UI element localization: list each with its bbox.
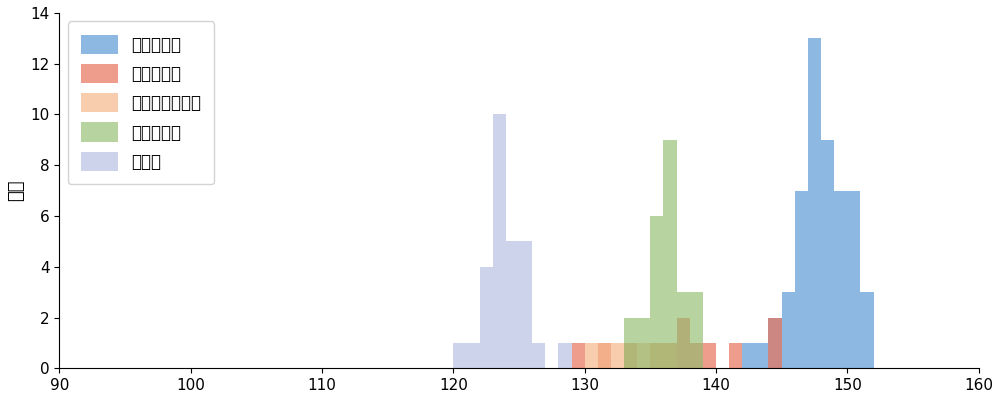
Bar <box>650 216 663 368</box>
Bar <box>834 191 847 368</box>
Bar <box>453 343 466 368</box>
Bar <box>650 343 663 368</box>
Bar <box>480 267 493 368</box>
Bar <box>821 140 834 368</box>
Y-axis label: 球数: 球数 <box>7 180 25 201</box>
Bar <box>768 318 782 368</box>
Bar <box>637 318 650 368</box>
Bar <box>637 343 650 368</box>
Bar <box>677 292 690 368</box>
Legend: ストレート, スプリット, チェンジアップ, スライダー, カーブ: ストレート, スプリット, チェンジアップ, スライダー, カーブ <box>68 21 214 184</box>
Bar <box>519 242 532 368</box>
Bar <box>624 343 637 368</box>
Bar <box>755 343 768 368</box>
Bar <box>795 191 808 368</box>
Bar <box>598 343 611 368</box>
Bar <box>506 242 519 368</box>
Bar <box>860 292 874 368</box>
Bar <box>677 318 690 368</box>
Bar <box>808 38 821 368</box>
Bar <box>729 343 742 368</box>
Bar <box>558 343 572 368</box>
Bar <box>690 343 703 368</box>
Bar <box>532 343 545 368</box>
Bar <box>663 343 677 368</box>
Bar <box>782 292 795 368</box>
Bar <box>572 343 585 368</box>
Bar <box>624 318 637 368</box>
Bar <box>663 140 677 368</box>
Bar <box>663 343 677 368</box>
Bar <box>847 191 860 368</box>
Bar <box>690 292 703 368</box>
Bar <box>768 318 782 368</box>
Bar <box>585 343 598 368</box>
Bar <box>703 343 716 368</box>
Bar <box>611 343 624 368</box>
Bar <box>466 343 480 368</box>
Bar <box>493 114 506 368</box>
Bar <box>598 343 611 368</box>
Bar <box>624 343 637 368</box>
Bar <box>742 343 755 368</box>
Bar <box>650 343 663 368</box>
